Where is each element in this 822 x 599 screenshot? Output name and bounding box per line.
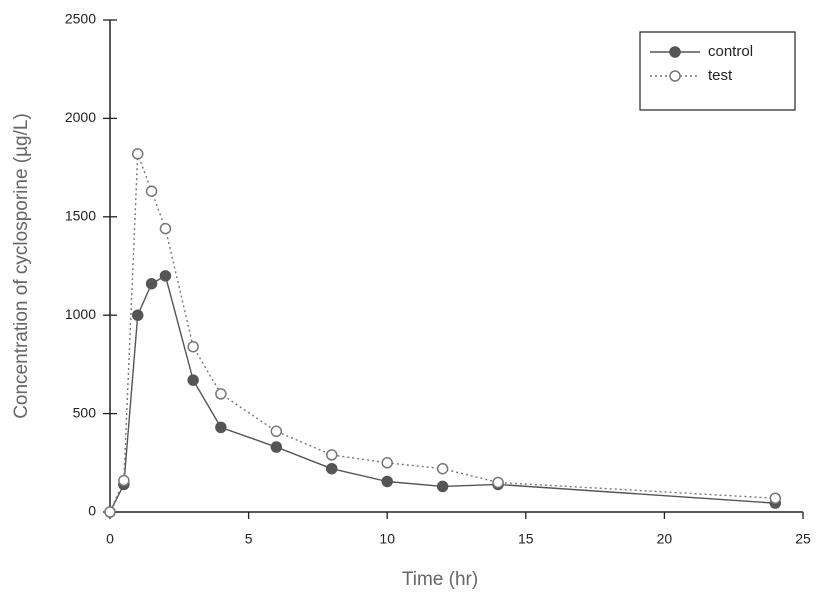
x-tick-label: 15	[518, 531, 534, 547]
data-point	[382, 458, 392, 468]
data-point	[147, 186, 157, 196]
data-point	[147, 279, 157, 289]
legend-label: test	[708, 67, 733, 84]
data-point	[216, 389, 226, 399]
data-point	[188, 375, 198, 385]
data-point	[188, 342, 198, 352]
legend-marker	[670, 71, 680, 81]
legend-marker	[670, 47, 680, 57]
x-axis-title: Time (hr)	[402, 569, 478, 590]
data-point	[105, 507, 115, 517]
data-point	[133, 310, 143, 320]
series-line	[110, 154, 775, 512]
y-axis-title: Concentration of cyclosporine (µg/L)	[11, 113, 32, 419]
data-point	[119, 476, 129, 486]
data-point	[438, 464, 448, 474]
y-tick-label: 0	[88, 503, 96, 519]
x-tick-label: 10	[379, 531, 395, 547]
data-point	[493, 477, 503, 487]
data-point	[382, 476, 392, 486]
legend-label: control	[708, 43, 753, 60]
chart: Time (hr) Concentration of cyclosporine …	[0, 0, 822, 599]
y-tick-label: 1500	[65, 208, 96, 224]
series-line	[110, 276, 775, 512]
data-point	[271, 442, 281, 452]
data-point	[160, 271, 170, 281]
x-tick-label: 25	[795, 531, 811, 547]
y-tick-label: 2000	[65, 109, 96, 125]
x-tick-label: 5	[245, 531, 253, 547]
data-point	[133, 149, 143, 159]
x-tick-label: 20	[657, 531, 673, 547]
x-tick-label: 0	[106, 531, 114, 547]
data-point	[327, 450, 337, 460]
y-tick-label: 500	[73, 404, 97, 420]
y-tick-label: 2500	[65, 11, 96, 27]
data-point	[770, 493, 780, 503]
data-point	[216, 422, 226, 432]
data-point	[160, 224, 170, 234]
data-point	[327, 464, 337, 474]
data-point	[438, 481, 448, 491]
y-tick-label: 1000	[65, 306, 96, 322]
data-point	[271, 426, 281, 436]
